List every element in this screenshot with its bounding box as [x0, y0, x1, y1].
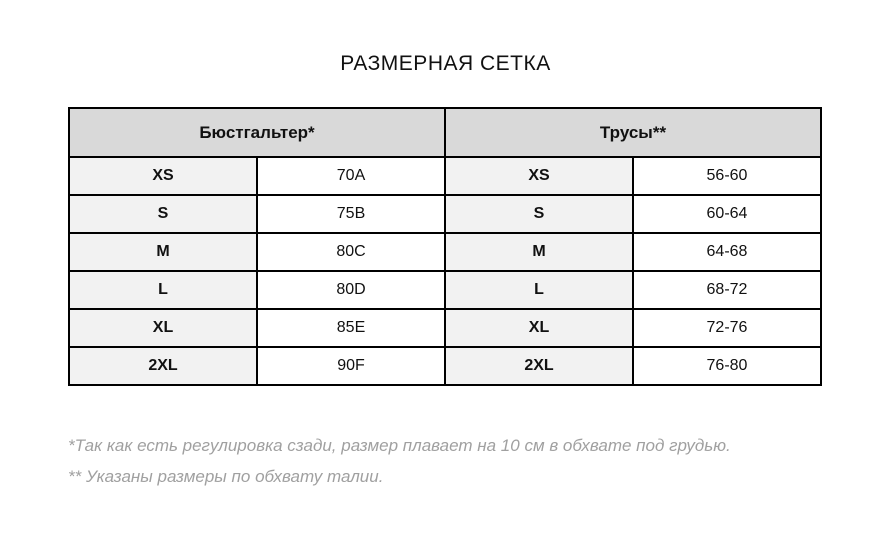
table-row: XL 85E XL 72-76 — [68, 308, 822, 348]
bra-size-cell: 2XL — [68, 346, 258, 386]
bra-size-cell: XS — [68, 156, 258, 196]
page-title: РАЗМЕРНАЯ СЕТКА — [340, 52, 551, 75]
panty-size-cell: 2XL — [444, 346, 634, 386]
table-row: S 75B S 60-64 — [68, 194, 822, 234]
bra-value-cell: 85E — [256, 308, 446, 348]
footnotes: *Так как есть регулировка сзади, размер … — [68, 435, 848, 497]
bra-value-cell: 80D — [256, 270, 446, 310]
size-table-body: XS 70A XS 56-60 S 75B S 60-64 M 80C M 64… — [68, 156, 822, 386]
table-row: 2XL 90F 2XL 76-80 — [68, 346, 822, 386]
bra-size-cell: XL — [68, 308, 258, 348]
size-table-header: Бюстгальтер* Трусы** — [68, 107, 822, 158]
panty-size-cell: S — [444, 194, 634, 234]
panty-value-cell: 56-60 — [632, 156, 822, 196]
bra-section-header: Бюстгальтер* — [68, 107, 446, 158]
footnote-panties: ** Указаны размеры по обхвату талии. — [68, 467, 384, 486]
table-header-row: Бюстгальтер* Трусы** — [68, 107, 822, 158]
panty-value-cell: 64-68 — [632, 232, 822, 272]
bra-size-cell: S — [68, 194, 258, 234]
panty-value-cell: 72-76 — [632, 308, 822, 348]
size-table: Бюстгальтер* Трусы** XS 70A XS 56-60 S 7… — [68, 107, 822, 386]
bra-value-cell: 80C — [256, 232, 446, 272]
panty-value-cell: 60-64 — [632, 194, 822, 234]
panty-size-cell: M — [444, 232, 634, 272]
bra-value-cell: 75B — [256, 194, 446, 234]
panty-value-cell: 68-72 — [632, 270, 822, 310]
panty-value-cell: 76-80 — [632, 346, 822, 386]
bra-size-cell: L — [68, 270, 258, 310]
table-row: XS 70A XS 56-60 — [68, 156, 822, 196]
panty-size-cell: XS — [444, 156, 634, 196]
table-row: M 80C M 64-68 — [68, 232, 822, 272]
panty-size-cell: L — [444, 270, 634, 310]
table-row: L 80D L 68-72 — [68, 270, 822, 310]
bra-value-cell: 70A — [256, 156, 446, 196]
footnote-bra: *Так как есть регулировка сзади, размер … — [68, 436, 731, 455]
panties-section-header: Трусы** — [444, 107, 822, 158]
panty-size-cell: XL — [444, 308, 634, 348]
bra-size-cell: M — [68, 232, 258, 272]
bra-value-cell: 90F — [256, 346, 446, 386]
